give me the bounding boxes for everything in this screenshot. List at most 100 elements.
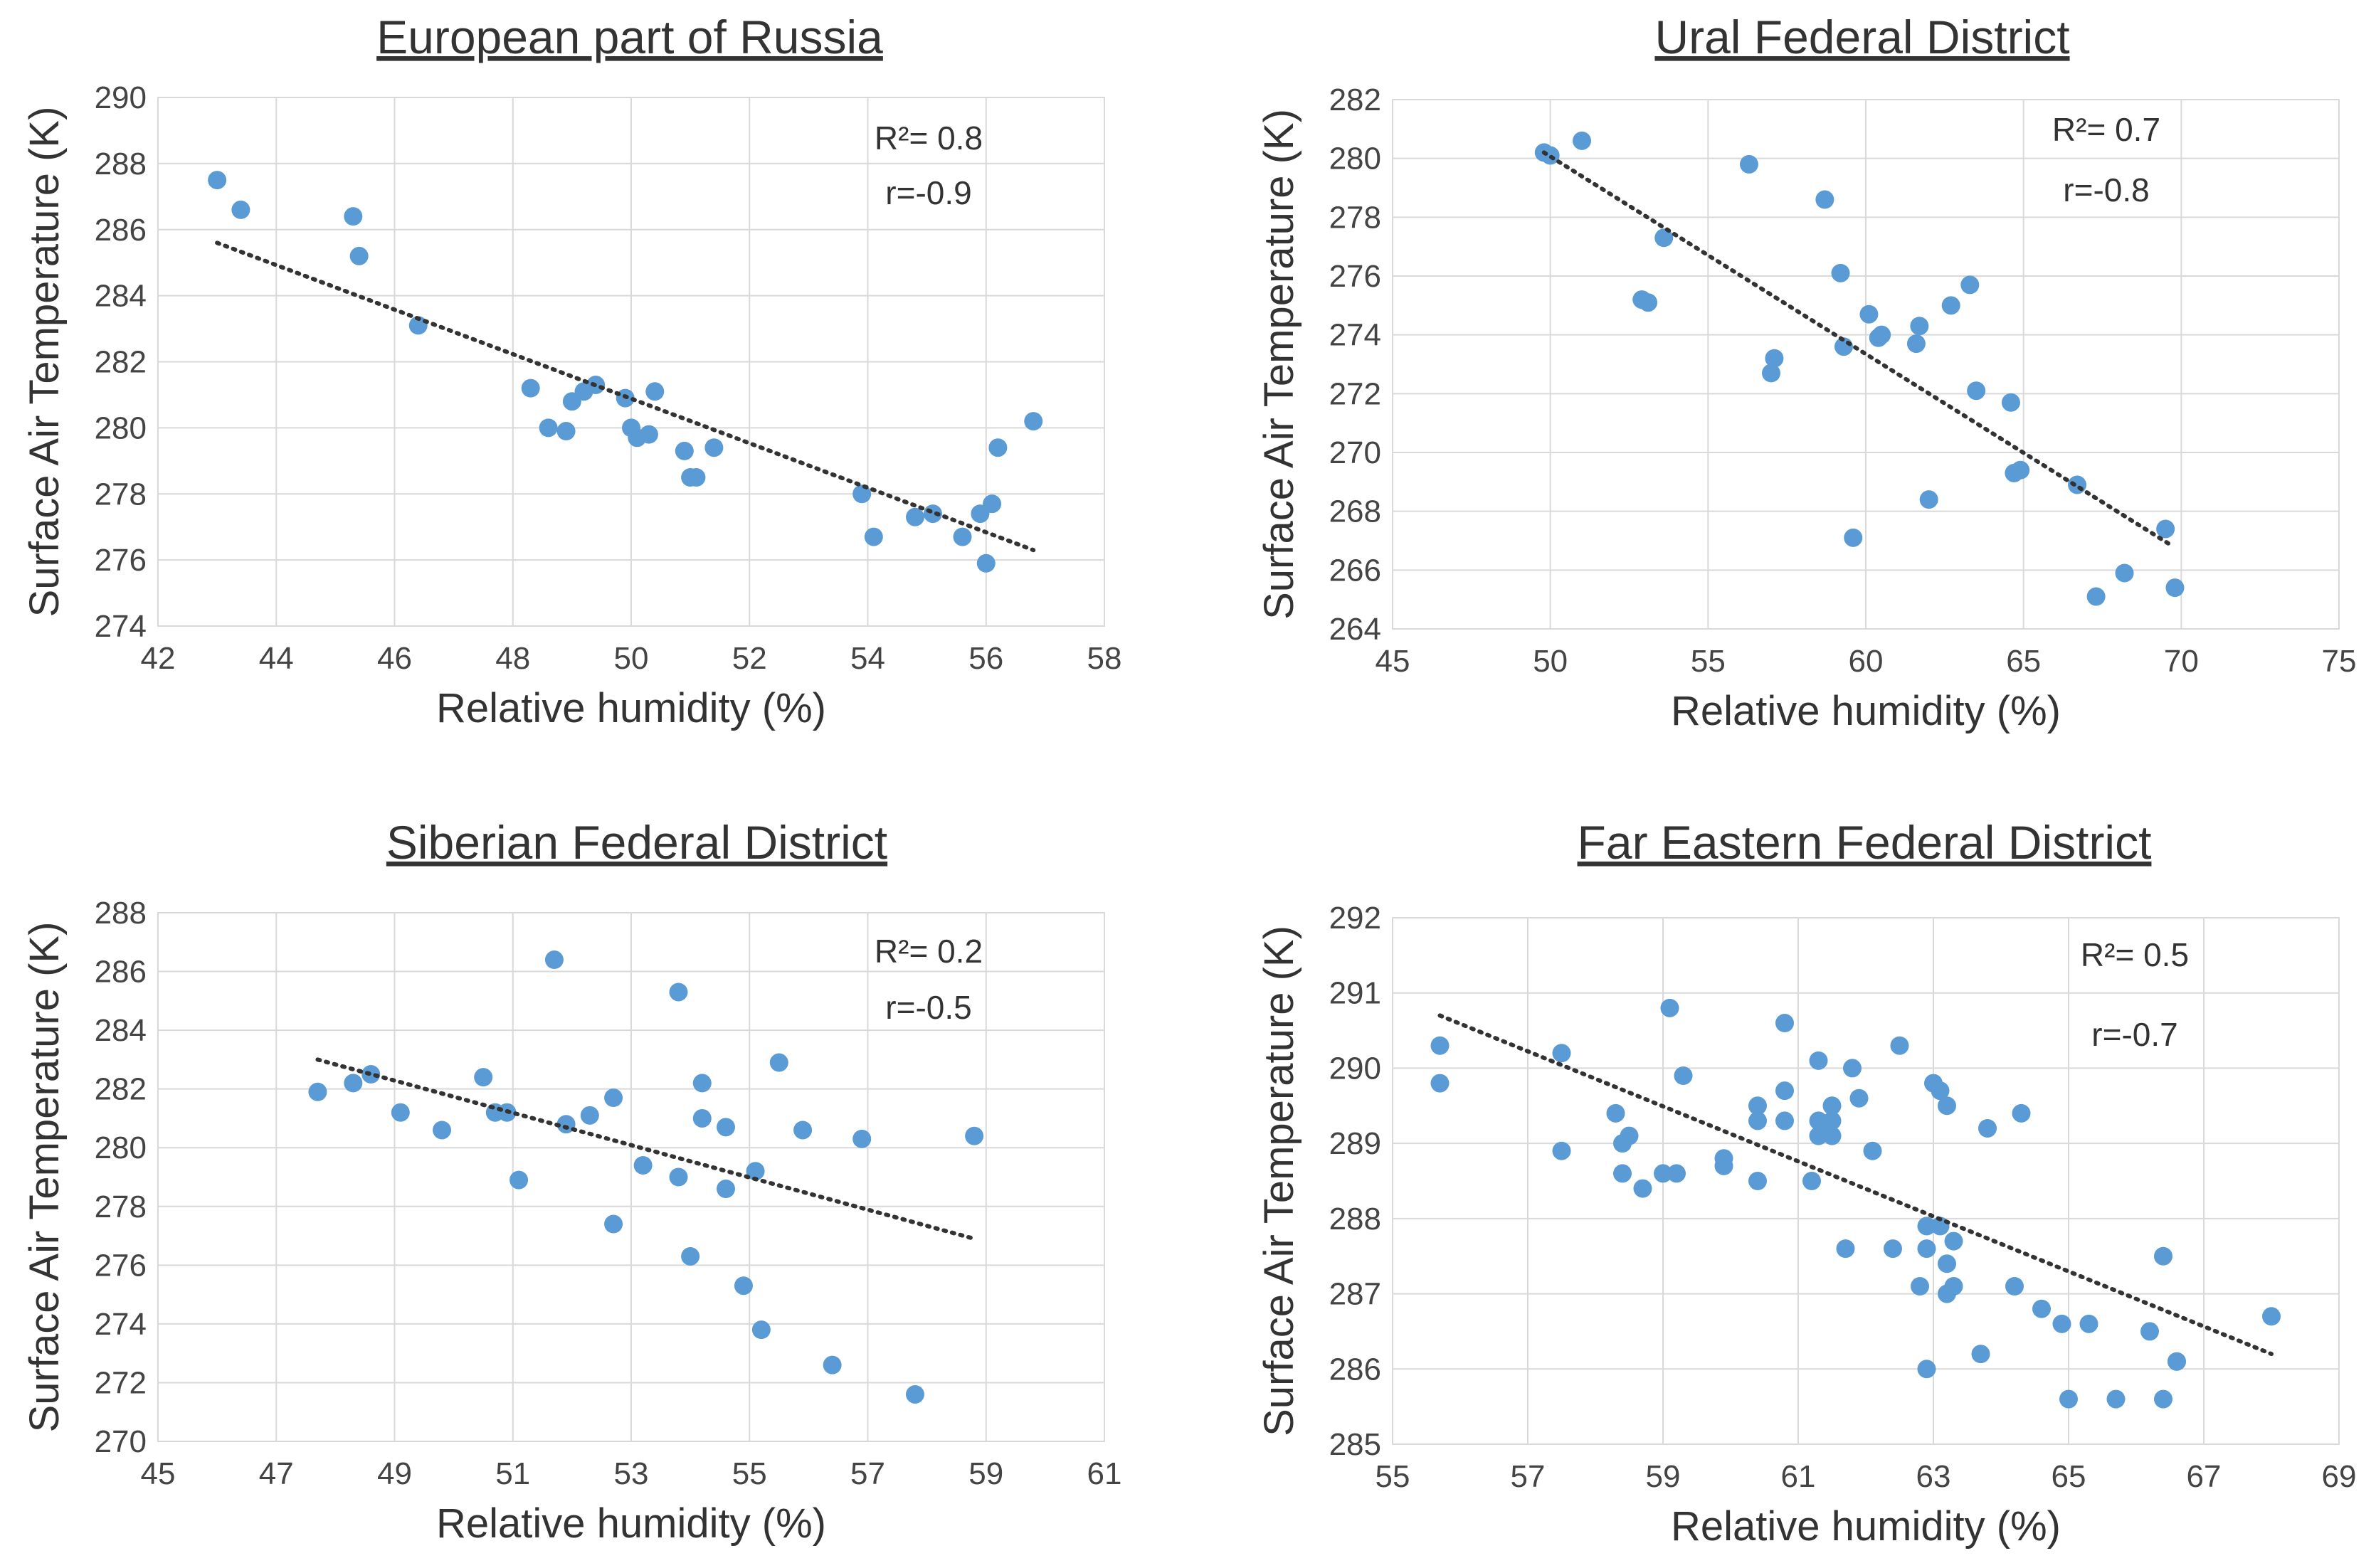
data-point xyxy=(639,425,658,444)
y-tick-label: 284 xyxy=(95,279,147,314)
y-tick-label: 292 xyxy=(1329,901,1381,936)
data-point xyxy=(1872,325,1891,344)
data-point xyxy=(1941,296,1960,315)
y-tick-label: 286 xyxy=(1329,1352,1381,1387)
data-point xyxy=(1633,1179,1652,1198)
data-point xyxy=(1775,1111,1794,1130)
x-tick-label: 57 xyxy=(850,1456,885,1491)
x-tick-label: 67 xyxy=(2187,1459,2222,1494)
data-point xyxy=(2262,1307,2281,1326)
data-point xyxy=(1849,1088,1869,1108)
data-point xyxy=(521,378,540,398)
scatter-series xyxy=(208,171,1043,573)
data-point xyxy=(1809,1051,1828,1070)
y-tick-label: 290 xyxy=(1329,1051,1381,1086)
data-point xyxy=(556,422,576,441)
data-point xyxy=(1890,1036,1909,1055)
y-tick-label: 270 xyxy=(1329,435,1381,470)
data-point xyxy=(391,1103,410,1122)
y-tick-label: 264 xyxy=(1329,612,1381,647)
x-tick-label: 58 xyxy=(1087,641,1122,676)
x-tick-label: 50 xyxy=(1533,644,1568,679)
data-point xyxy=(1917,1360,1936,1379)
data-point xyxy=(1815,190,1834,209)
x-tick-label: 61 xyxy=(1781,1459,1816,1494)
data-point xyxy=(580,1106,599,1125)
r-squared-annotation: R²= 0.5 xyxy=(2081,936,2189,973)
data-point xyxy=(1748,1172,1767,1190)
y-tick-label: 268 xyxy=(1329,494,1381,529)
x-tick-label: 44 xyxy=(259,641,294,676)
data-point xyxy=(2156,519,2175,539)
data-point xyxy=(1910,317,1929,336)
chart-panel-2: 45 50 55 60 65 70 75 264 266 268 270 272 274 276 278 28… xyxy=(1256,11,2356,734)
data-point xyxy=(349,246,369,265)
y-tick-label: 282 xyxy=(95,345,147,380)
data-point xyxy=(1674,1066,1693,1085)
data-point xyxy=(717,1118,735,1137)
data-point xyxy=(1917,1217,1936,1236)
data-point xyxy=(1822,1126,1842,1145)
data-point xyxy=(746,1162,765,1181)
x-tick-label: 60 xyxy=(1849,644,1884,679)
data-point xyxy=(1938,1254,1956,1273)
data-point xyxy=(1960,275,1980,295)
data-point xyxy=(2168,1352,2186,1371)
data-point xyxy=(1748,1111,1767,1130)
correlation-annotation: r=-0.5 xyxy=(885,989,971,1026)
trend-line xyxy=(215,240,1036,553)
data-point xyxy=(604,1088,623,1108)
y-tick-label: 278 xyxy=(1329,200,1381,235)
y-tick-label: 288 xyxy=(1329,1202,1381,1236)
data-point xyxy=(1978,1119,1997,1138)
data-point xyxy=(633,1155,653,1175)
data-point xyxy=(1836,1239,1855,1259)
x-tick-label: 49 xyxy=(377,1456,412,1491)
data-point xyxy=(675,441,694,460)
data-point xyxy=(2140,1322,2159,1341)
data-point xyxy=(2165,578,2185,598)
data-point xyxy=(1606,1103,1625,1123)
data-point xyxy=(864,527,883,546)
gridlines xyxy=(1392,99,2340,630)
data-point xyxy=(965,1126,984,1145)
data-point xyxy=(2068,475,2087,494)
correlation-annotation: r=-0.9 xyxy=(885,174,971,211)
x-tick-label: 52 xyxy=(732,641,767,676)
gridlines xyxy=(1392,917,2340,1445)
data-point xyxy=(2012,1103,2031,1123)
data-point xyxy=(1831,263,1850,282)
x-tick-label: 45 xyxy=(1376,644,1410,679)
data-point xyxy=(1884,1239,1902,1259)
data-point xyxy=(2154,1389,2172,1409)
data-point xyxy=(1911,1277,1929,1296)
data-point xyxy=(1639,293,1658,312)
x-tick-label: 57 xyxy=(1511,1459,1546,1494)
x-axis-label: Relative humidity (%) xyxy=(436,1500,826,1547)
data-point xyxy=(2106,1389,2126,1409)
x-tick-label: 75 xyxy=(2322,644,2357,679)
x-tick-label: 61 xyxy=(1087,1456,1122,1491)
x-tick-label: 59 xyxy=(1646,1459,1681,1494)
y-tick-label: 270 xyxy=(95,1424,147,1459)
y-tick-label: 280 xyxy=(1329,142,1381,176)
x-axis-label: Relative humidity (%) xyxy=(436,685,826,731)
data-point xyxy=(1859,304,1879,324)
data-point xyxy=(1775,1014,1794,1032)
x-tick-label: 42 xyxy=(141,641,176,676)
x-tick-label: 50 xyxy=(614,641,649,676)
chart-panel-1: 42 44 46 48 50 52 54 56 58 274 276 278 280 282 284 286 2… xyxy=(21,11,1121,731)
x-tick-label: 65 xyxy=(2052,1459,2086,1494)
data-point xyxy=(1938,1096,1956,1116)
data-point xyxy=(2079,1314,2098,1333)
y-tick-label: 289 xyxy=(1329,1126,1381,1161)
data-point xyxy=(1765,349,1784,368)
data-point xyxy=(1714,1156,1733,1175)
data-point xyxy=(544,950,564,970)
data-point xyxy=(793,1121,813,1140)
x-tick-label: 55 xyxy=(1376,1459,1410,1494)
x-axis-label: Relative humidity (%) xyxy=(1671,1503,2061,1550)
y-tick-label: 290 xyxy=(95,80,147,115)
data-point xyxy=(1762,364,1780,383)
